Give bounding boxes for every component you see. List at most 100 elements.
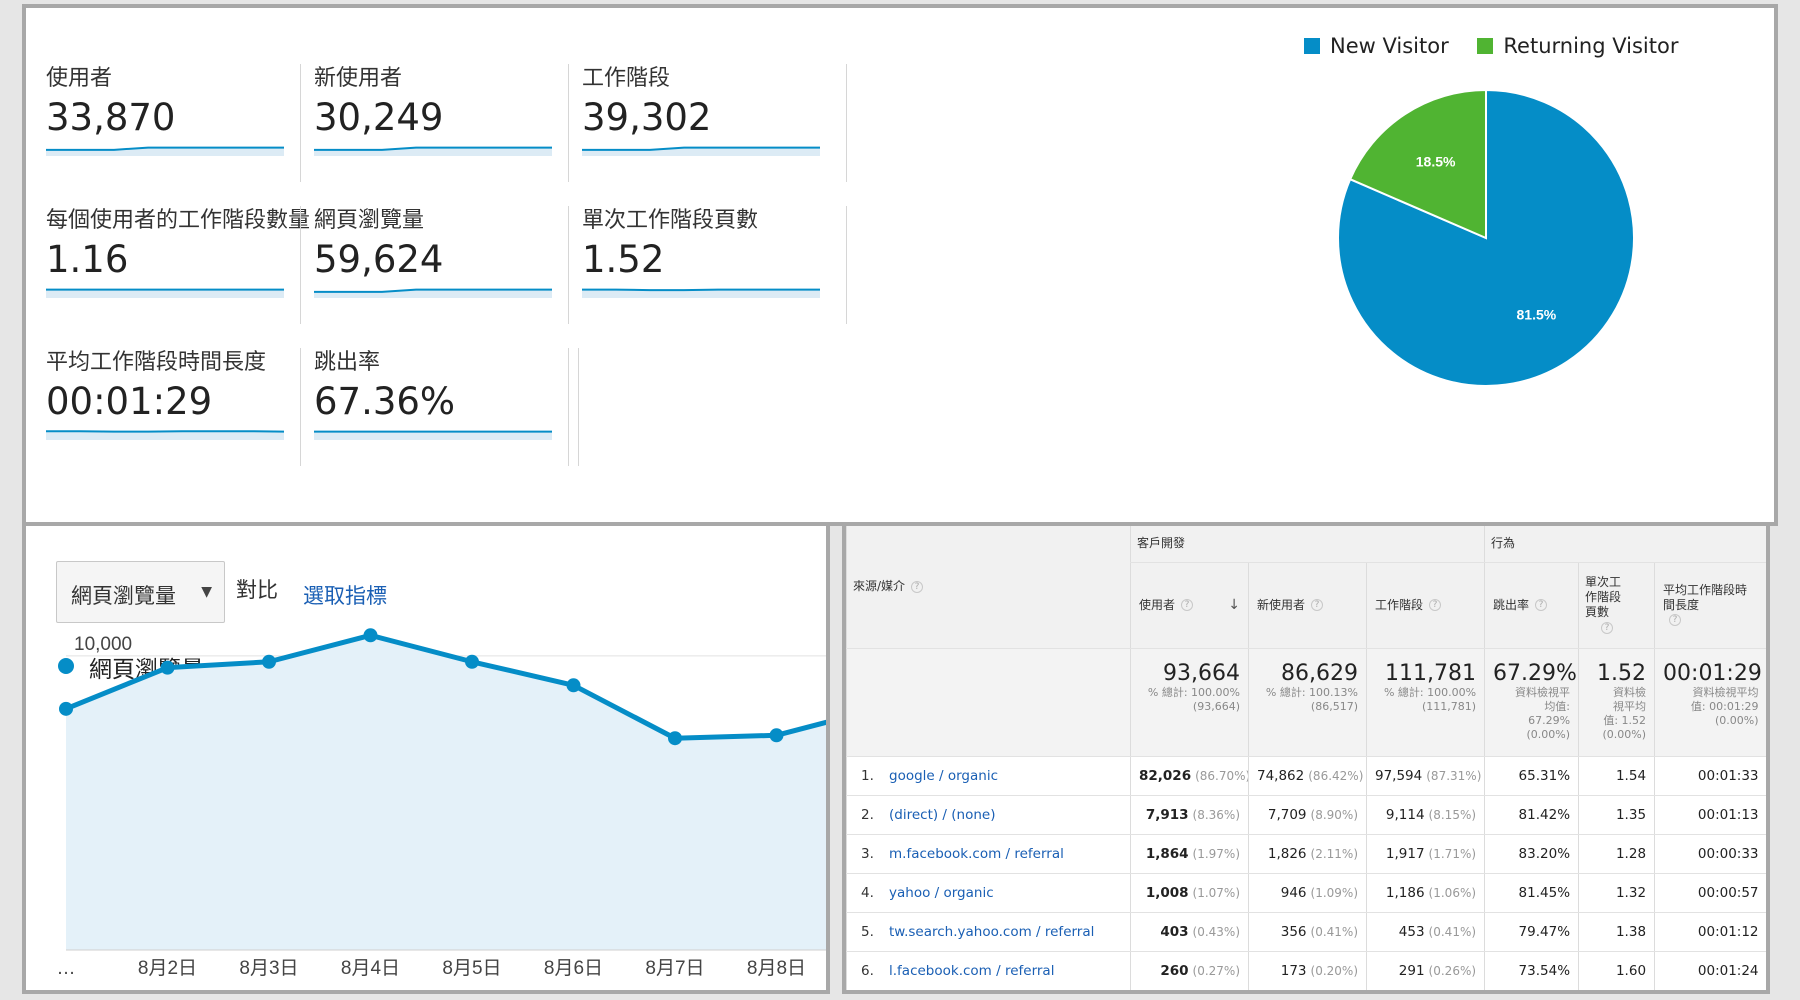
column-header-duration[interactable]: 平均工作階段時間長度? bbox=[1654, 562, 1766, 649]
column-header-users[interactable]: 使用者? ↓ bbox=[1130, 562, 1249, 649]
data-point[interactable] bbox=[566, 678, 581, 693]
cell-pages: 1.32 bbox=[1578, 873, 1655, 913]
column-header-source[interactable]: 來源/媒介? bbox=[846, 524, 1131, 649]
metric-sparkline bbox=[582, 146, 820, 156]
series-area bbox=[66, 635, 826, 950]
help-icon[interactable]: ? bbox=[911, 580, 924, 593]
cell-value: 1,008 bbox=[1145, 884, 1189, 901]
help-icon[interactable]: ? bbox=[1311, 599, 1324, 611]
select-metric-link[interactable]: 選取指標 bbox=[303, 584, 387, 608]
help-icon[interactable]: ? bbox=[1601, 621, 1614, 634]
totals-subtext: 值: 00:01:29 bbox=[1690, 699, 1759, 713]
totals-row: 93,664% 總計: 100.00% (93,664) 86,629% 總計: 1… bbox=[846, 648, 1766, 757]
column-header-bounce[interactable]: 跳出率? bbox=[1484, 562, 1579, 649]
totals-subtext: (0.00%) bbox=[1526, 727, 1571, 741]
totals-subtext: (0.00%) bbox=[1715, 713, 1759, 727]
totals-value: 00:01:29 bbox=[1663, 660, 1762, 686]
metric-tile[interactable]: 單次工作階段頁數 1.52 bbox=[582, 202, 872, 352]
metric-value: 30,249 bbox=[314, 96, 444, 139]
totals-subtext: (111,781) bbox=[1421, 699, 1477, 713]
cell-users: 7,913 (8.36%) bbox=[1130, 795, 1249, 835]
source-cell: 1. google / organic bbox=[846, 756, 1131, 796]
cell-users: 1,008 (1.07%) bbox=[1130, 873, 1249, 913]
help-icon[interactable]: ? bbox=[1535, 599, 1548, 611]
totals-subtext: 均值: bbox=[1544, 699, 1571, 713]
legend-swatch bbox=[1477, 38, 1494, 54]
source-medium-link[interactable]: l.facebook.com / referral bbox=[889, 962, 1055, 979]
cell-duration: 00:01:13 bbox=[1654, 795, 1766, 835]
data-point[interactable] bbox=[668, 731, 682, 746]
data-point[interactable] bbox=[160, 660, 175, 675]
cell-bounce: 79.47% bbox=[1484, 912, 1579, 952]
metric-tile[interactable]: 平均工作階段時間長度 00:01:29 bbox=[46, 344, 336, 494]
cell-percent: (0.27%) bbox=[1192, 963, 1240, 978]
totals-subtext: (0.00%) bbox=[1602, 727, 1647, 741]
metric-sparkline bbox=[314, 288, 552, 298]
totals-subtext: % 總計: 100.00% bbox=[1383, 685, 1477, 699]
metric-tile[interactable]: 新使用者 30,249 bbox=[314, 60, 604, 210]
metric-divider bbox=[846, 206, 847, 324]
source-medium-link[interactable]: tw.search.yahoo.com / referral bbox=[889, 923, 1095, 940]
column-header-new-users-label: 新使用者 bbox=[1257, 597, 1306, 612]
source-medium-link[interactable]: m.facebook.com / referral bbox=[889, 845, 1064, 862]
cell-duration: 00:01:24 bbox=[1654, 951, 1766, 990]
pie-slice[interactable] bbox=[1337, 88, 1635, 387]
metric-tile[interactable]: 工作階段 39,302 bbox=[582, 60, 872, 210]
data-point[interactable] bbox=[262, 654, 276, 669]
metric-value: 00:01:29 bbox=[46, 380, 213, 423]
compare-label: 對比 bbox=[236, 578, 278, 602]
totals-cell-sessions: 111,781% 總計: 100.00% (111,781) bbox=[1365, 648, 1485, 757]
data-point[interactable] bbox=[769, 728, 784, 743]
metric-label: 跳出率 bbox=[314, 350, 381, 375]
metric-value: 59,624 bbox=[314, 238, 444, 281]
cell-value: 403 bbox=[1160, 923, 1189, 940]
pie-slice-label: 18.5% bbox=[1416, 153, 1456, 169]
metric-label: 每個使用者的工作階段數量 bbox=[46, 208, 311, 233]
sort-down-icon[interactable]: ↓ bbox=[1228, 596, 1240, 613]
cell-percent: (0.41%) bbox=[1428, 924, 1477, 939]
totals-subtext: (86,517) bbox=[1310, 699, 1358, 713]
data-point[interactable] bbox=[465, 654, 479, 669]
legend-item-returning-visitor[interactable]: Returning Visitor bbox=[1477, 34, 1678, 58]
help-icon[interactable]: ? bbox=[1429, 599, 1442, 611]
cell-value: 260 bbox=[1160, 962, 1189, 979]
x-tick-label: 8月8日 bbox=[747, 958, 806, 979]
cell-percent: (87.31%) bbox=[1426, 768, 1482, 783]
overview-metrics-panel: 使用者 33,870 新使用者 30,249 工作階段 39,302 每個使用者的工作階段數… bbox=[22, 4, 1778, 526]
metric-divider bbox=[578, 348, 579, 466]
cell-value: 291 bbox=[1398, 962, 1425, 979]
pie-slice-label: 81.5% bbox=[1517, 307, 1557, 323]
metric-value: 1.16 bbox=[46, 238, 129, 281]
metric-divider bbox=[568, 206, 569, 324]
metric-divider bbox=[568, 64, 569, 182]
x-tick-label: … bbox=[57, 958, 76, 979]
cell-sessions: 9,114 (8.15%) bbox=[1365, 795, 1485, 835]
totals-subtext: 資料檢視平 bbox=[1515, 685, 1571, 699]
y-tick-label: 10,000 bbox=[74, 634, 132, 655]
data-point[interactable] bbox=[59, 701, 73, 716]
legend-item-new-visitor[interactable]: New Visitor bbox=[1304, 34, 1449, 58]
data-point[interactable] bbox=[363, 628, 378, 643]
help-icon[interactable]: ? bbox=[1669, 614, 1682, 626]
column-header-pages[interactable]: 單次工作階段頁數? bbox=[1578, 562, 1655, 649]
cell-percent: (1.09%) bbox=[1310, 885, 1358, 900]
x-tick-label: 8月2日 bbox=[138, 958, 197, 979]
source-medium-link[interactable]: yahoo / organic bbox=[889, 884, 994, 901]
pie-slice[interactable] bbox=[1348, 88, 1487, 240]
column-header-new-users[interactable]: 新使用者? bbox=[1248, 562, 1367, 649]
metric-tile[interactable]: 網頁瀏覽量 59,624 bbox=[314, 202, 604, 352]
metric-select-dropdown[interactable]: 網頁瀏覽量 ▼ bbox=[56, 561, 225, 623]
totals-subtext: 視平均 bbox=[1613, 699, 1647, 713]
totals-value: 67.29% bbox=[1493, 660, 1577, 686]
totals-subtext: 資料檢 bbox=[1613, 685, 1647, 699]
source-medium-link[interactable]: google / organic bbox=[889, 767, 998, 784]
metric-tile[interactable]: 跳出率 67.36% bbox=[314, 344, 604, 494]
help-icon[interactable]: ? bbox=[1181, 599, 1194, 611]
totals-subtext: 67.29% bbox=[1528, 713, 1571, 727]
metric-tile[interactable]: 使用者 33,870 bbox=[46, 60, 336, 210]
source-medium-link[interactable]: (direct) / (none) bbox=[889, 806, 996, 823]
cell-duration: 00:01:33 bbox=[1654, 756, 1766, 796]
metric-tile[interactable]: 每個使用者的工作階段數量 1.16 bbox=[46, 202, 336, 352]
pageviews-line-chart: 15,00010,0005,000…8月2日8月3日8月4日8月5日8月6日8月… bbox=[57, 487, 826, 979]
column-header-sessions[interactable]: 工作階段? bbox=[1365, 562, 1485, 649]
